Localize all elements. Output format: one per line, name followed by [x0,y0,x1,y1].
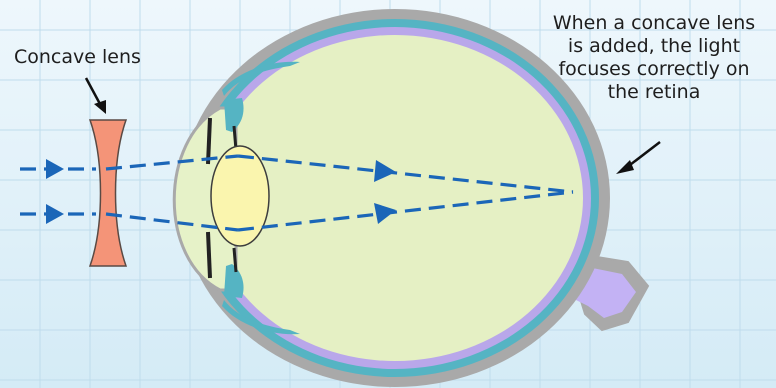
concave-lens-label: Concave lens [14,46,141,68]
pointer-arrow-icon [84,77,102,105]
light-ray-upper-refracted [237,154,574,194]
ciliary-body-upper [222,61,300,96]
arrowhead-icon [46,204,64,224]
arrowhead-icon [374,203,396,224]
zonule-lower [232,247,238,273]
crystalline-lens [210,145,270,247]
ciliary-body-lower-tip [224,264,244,298]
pointer-arrows [84,77,661,169]
vitreous-body [207,35,583,361]
focus-note-label: When a concave lens is added, the light … [552,12,756,103]
pointer-arrowhead-icon [616,160,634,174]
pointer-arrow-icon [625,141,661,169]
ciliary-body-upper-tip [224,98,244,132]
light-ray-lower-diverged [105,212,239,232]
iris-lower [206,231,212,279]
ciliary-body-lower [222,300,300,335]
light-ray-upper-diverged [105,154,239,171]
pointer-arrowhead-icon [94,100,106,114]
iris-upper [206,117,212,165]
light-ray-lower-refracted [237,190,574,232]
pointer-arrowheads [94,100,634,174]
ray-arrowheads [46,159,396,224]
concave-lens [88,119,128,267]
cornea [172,106,238,292]
arrowhead-icon [374,160,396,182]
arrowhead-icon [46,159,64,179]
